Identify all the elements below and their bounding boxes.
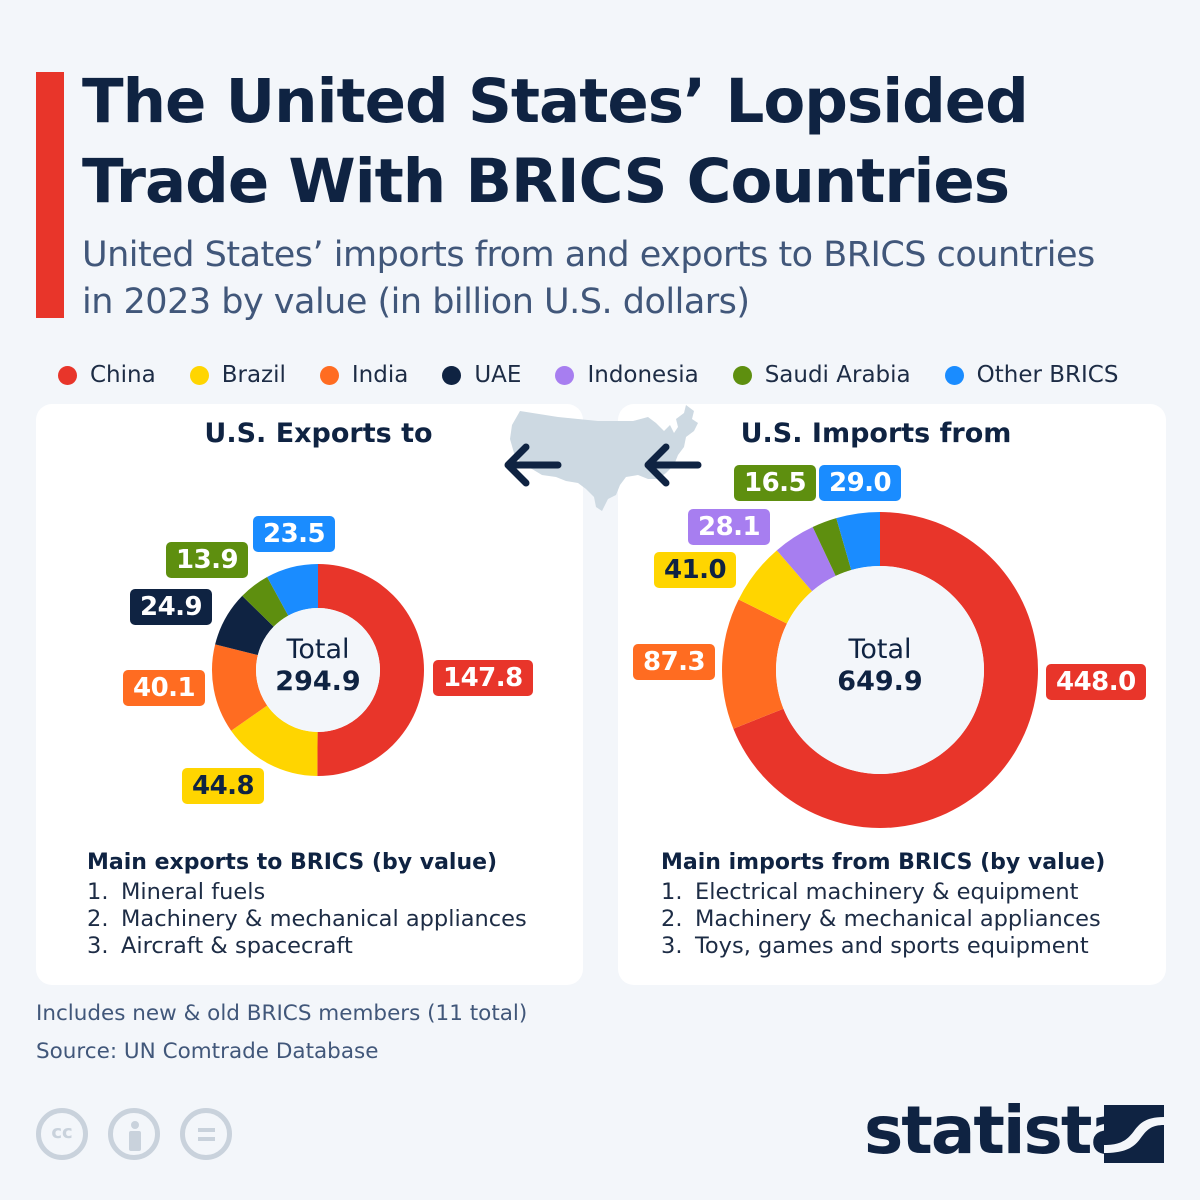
statista-logo-icon (1104, 1105, 1164, 1163)
list-text: Machinery & mechanical appliances (121, 906, 527, 932)
list-text: Machinery & mechanical appliances (695, 906, 1101, 932)
legend-item-saudi-arabia: Saudi Arabia (732, 362, 911, 388)
statista-logo[interactable]: statista (864, 1092, 1135, 1169)
legend-item-brazil: Brazil (189, 362, 286, 388)
title-accent-bar (36, 72, 64, 318)
total-label: Total (848, 634, 912, 665)
creative-commons-icon[interactable]: cc (36, 1108, 88, 1160)
list-text: Mineral fuels (121, 879, 266, 905)
list-text: Electrical machinery & equipment (695, 879, 1079, 905)
imports-total: Total 649.9 (820, 634, 940, 698)
legend-dot-icon (189, 365, 209, 385)
exports-total: Total 294.9 (258, 634, 378, 698)
members-note: Includes new & old BRICS members (11 tot… (36, 1001, 528, 1026)
list-number: 2. (87, 906, 109, 932)
total-value: 294.9 (275, 666, 361, 697)
title-line-2: Trade With BRICS Countries (82, 146, 1010, 217)
chart-legend: China Brazil India UAE Indonesia Saudi A… (58, 360, 1118, 390)
exports-chart-title: U.S. Exports to (204, 418, 433, 449)
list-number: 3. (87, 933, 109, 959)
list-item: 2. Machinery & mechanical appliances (87, 906, 527, 933)
value-label-india: 87.3 (633, 644, 716, 680)
title-line-1: The United States’ Lopsided (82, 66, 1029, 137)
list-item: 2. Machinery & mechanical appliances (661, 906, 1105, 933)
legend-label: Brazil (221, 362, 286, 388)
list-number: 2. (661, 906, 683, 932)
legend-item-other-brics: Other BRICS (944, 362, 1119, 388)
main-exports-list: Main exports to BRICS (by value) 1. Miner… (87, 850, 527, 960)
list-number: 3. (661, 933, 683, 959)
legend-label: Other BRICS (976, 362, 1119, 388)
value-label-china: 448.0 (1046, 664, 1146, 700)
value-label-brazil: 44.8 (182, 768, 265, 804)
value-label-saudi-arabia: 16.5 (734, 465, 817, 501)
legend-item-china: China (58, 362, 156, 388)
list-item: 3. Toys, games and sports equipment (661, 933, 1105, 960)
legend-dot-icon (58, 365, 77, 385)
legend-item-indonesia: Indonesia (555, 362, 699, 388)
attribution-icon[interactable] (108, 1108, 160, 1160)
value-label-other-brics: 29.0 (819, 465, 902, 501)
page-title: The United States’ Lopsided Trade With B… (82, 62, 1182, 222)
imports-chart-title: U.S. Imports from (740, 418, 1012, 449)
legend-label: Saudi Arabia (764, 362, 911, 388)
list-text: Toys, games and sports equipment (695, 933, 1089, 959)
total-label: Total (286, 634, 350, 665)
subtitle-line-1: United States’ imports from and exports … (82, 235, 1095, 275)
legend-label: India (351, 362, 409, 388)
legend-item-india: India (319, 362, 409, 388)
legend-label: Indonesia (587, 362, 699, 388)
legend-dot-icon (442, 365, 462, 385)
no-derivatives-icon[interactable] (180, 1108, 232, 1160)
legend-label: China (90, 362, 156, 388)
value-label-india: 40.1 (123, 670, 206, 706)
value-label-saudi-arabia: 13.9 (166, 542, 249, 578)
legend-dot-icon (944, 365, 964, 385)
value-label-other-brics: 23.5 (253, 516, 336, 552)
value-label-brazil: 41.0 (654, 552, 737, 588)
subtitle-line-2: in 2023 by value (in billion U.S. dollar… (82, 282, 750, 322)
us-map-icon (504, 405, 702, 511)
value-label-uae: 24.9 (130, 589, 213, 625)
source-note[interactable]: Source: UN Comtrade Database (36, 1039, 379, 1064)
legend-dot-icon (319, 365, 339, 385)
total-value: 649.9 (837, 666, 923, 697)
value-label-china: 147.8 (433, 660, 533, 696)
legend-item-uae: UAE (442, 362, 521, 388)
main-imports-list: Main imports from BRICS (by value) 1. Ele… (661, 850, 1105, 960)
legend-label: UAE (474, 362, 522, 388)
page-subtitle: United States’ imports from and exports … (82, 232, 1192, 326)
legend-dot-icon (555, 365, 575, 385)
list-text: Aircraft & spacecraft (121, 933, 353, 959)
list-number: 1. (661, 879, 683, 905)
value-label-indonesia: 28.1 (688, 509, 771, 545)
list-item: 1. Electrical machinery & equipment (661, 879, 1105, 906)
list-item: 1. Mineral fuels (87, 879, 527, 906)
list-number: 1. (87, 879, 109, 905)
main-exports-heading: Main exports to BRICS (by value) (87, 850, 498, 875)
main-imports-heading: Main imports from BRICS (by value) (661, 850, 1106, 875)
list-item: 3. Aircraft & spacecraft (87, 933, 527, 960)
legend-dot-icon (732, 365, 752, 385)
